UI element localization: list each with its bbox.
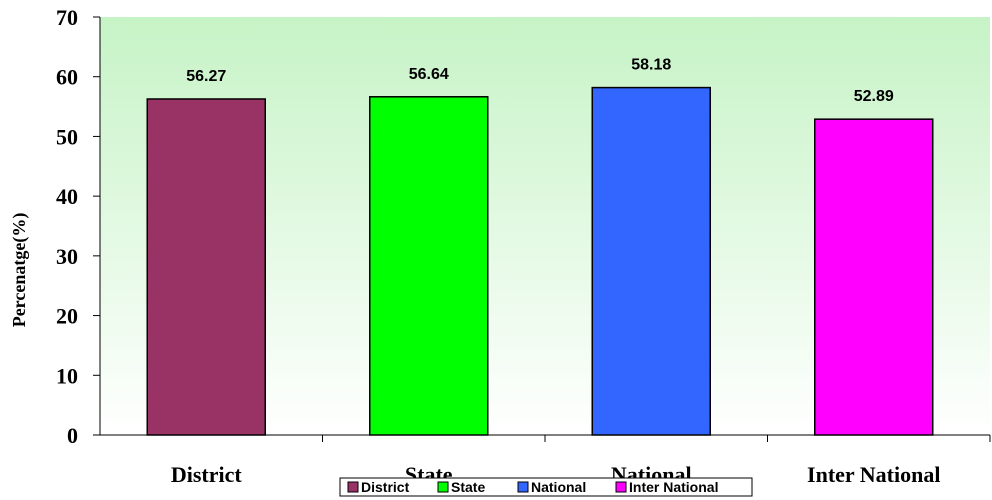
data-label: 56.27 (186, 68, 226, 85)
bar-inter-national (814, 118, 934, 436)
legend-swatch (437, 481, 449, 493)
x-category-label: Inter National (807, 462, 940, 487)
bar-district (146, 98, 266, 436)
legend-label: National (531, 479, 586, 495)
x-category-label: District (171, 462, 243, 487)
bar-national (591, 86, 711, 436)
y-tick-label: 50 (56, 124, 78, 149)
y-tick-label: 70 (56, 5, 78, 30)
data-label: 56.64 (409, 66, 449, 83)
legend: District State National Inter National (339, 477, 753, 497)
legend-label: Inter National (629, 479, 718, 495)
legend-label: State (451, 479, 485, 495)
data-label: 52.89 (854, 88, 894, 105)
y-tick-label: 20 (56, 304, 78, 329)
y-tick-label: 60 (56, 65, 78, 90)
legend-swatch (615, 481, 627, 493)
legend-swatch (347, 481, 359, 493)
legend-swatch (517, 481, 529, 493)
legend-label: District (361, 479, 410, 495)
y-axis-label: Percenatge(%) (9, 213, 30, 328)
y-tick-label: 10 (56, 363, 78, 388)
y-tick-label: 0 (67, 423, 78, 448)
y-tick-label: 30 (56, 244, 78, 269)
bar-state (369, 96, 489, 436)
y-tick-label: 40 (56, 184, 78, 209)
data-label: 58.18 (631, 57, 671, 74)
